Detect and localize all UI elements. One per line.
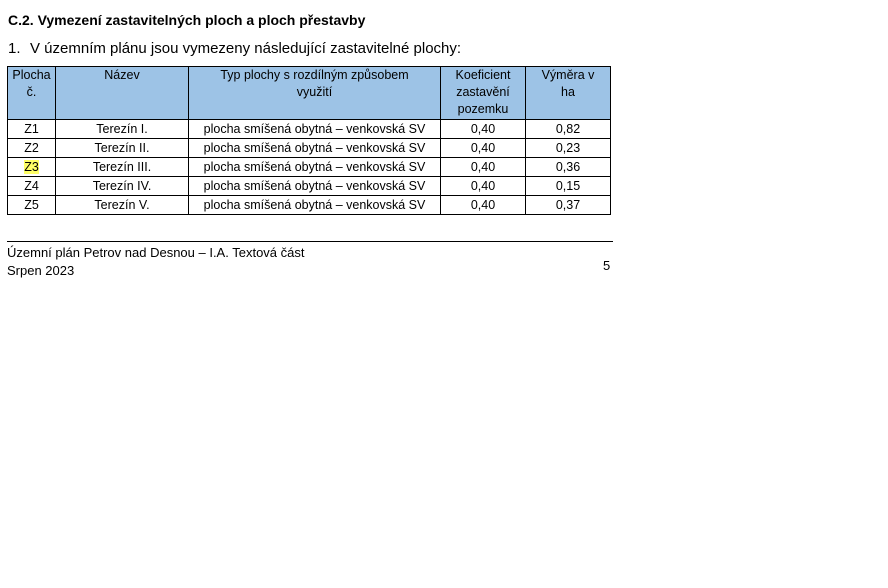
cell-zone-type: plocha smíšená obytná – venkovská SV xyxy=(188,119,441,139)
cell-zone-type: plocha smíšená obytná – venkovská SV xyxy=(188,138,441,158)
cell-zone-name: Terezín III. xyxy=(55,157,189,177)
table-row: Z5 Terezín V. plocha smíšená obytná – venk… xyxy=(7,195,611,215)
cell-zone-type: plocha smíšená obytná – venkovská SV xyxy=(188,157,441,177)
footer-title: Územní plán Petrov nad Desnou – I.A. Tex… xyxy=(7,245,305,260)
header-vymera: Výměra v ha xyxy=(525,66,611,120)
table-row: Z3 Terezín III. plocha smíšená obytná – ve… xyxy=(7,157,611,177)
paragraph-text: V územním plánu jsou vymezeny následujíc… xyxy=(30,40,462,57)
cell-area: 0,23 xyxy=(525,138,611,158)
header-typ: Typ plochy s rozdílným způsobem využití xyxy=(188,66,441,120)
cell-zone-id: Z4 xyxy=(7,176,56,196)
cell-zone-type: plocha smíšená obytná – venkovská SV xyxy=(188,176,441,196)
cell-zone-name: Terezín II. xyxy=(55,138,189,158)
table-row: Z2 Terezín II. plocha smíšená obytná – ven… xyxy=(7,138,611,158)
cell-coefficient: 0,40 xyxy=(440,138,526,158)
header-nazev: Název xyxy=(55,66,189,120)
zones-table: Plocha č. Název Typ plochy s rozdílným z… xyxy=(7,66,611,215)
list-number: 1. xyxy=(8,40,21,57)
cell-zone-id: Z3 xyxy=(7,157,56,177)
cell-zone-name: Terezín I. xyxy=(55,119,189,139)
cell-zone-id: Z1 xyxy=(7,119,56,139)
section-heading: C.2. Vymezení zastavitelných ploch a plo… xyxy=(8,12,366,28)
highlighted-text: Z3 xyxy=(24,159,39,174)
paragraph: 1. V územním plánu jsou vymezeny následuj… xyxy=(8,40,461,57)
cell-coefficient: 0,40 xyxy=(440,195,526,215)
header-koeficient: Koeficient zastavění pozemku xyxy=(440,66,526,120)
table-row: Z1 Terezín I. plocha smíšená obytná – venk… xyxy=(7,119,611,139)
cell-zone-name: Terezín V. xyxy=(55,195,189,215)
footer-divider xyxy=(7,241,613,242)
cell-area: 0,15 xyxy=(525,176,611,196)
cell-area: 0,82 xyxy=(525,119,611,139)
footer-date: Srpen 2023 xyxy=(7,263,75,278)
table-row: Z4 Terezín IV. plocha smíšená obytná – ven… xyxy=(7,176,611,196)
cell-zone-id: Z2 xyxy=(7,138,56,158)
cell-area: 0,37 xyxy=(525,195,611,215)
header-plocha: Plocha č. xyxy=(7,66,56,120)
page-number: 5 xyxy=(603,258,611,273)
cell-area: 0,36 xyxy=(525,157,611,177)
cell-zone-name: Terezín IV. xyxy=(55,176,189,196)
table-header-row: Plocha č. Název Typ plochy s rozdílným z… xyxy=(7,66,611,120)
cell-zone-id: Z5 xyxy=(7,195,56,215)
cell-zone-type: plocha smíšená obytná – venkovská SV xyxy=(188,195,441,215)
cell-coefficient: 0,40 xyxy=(440,157,526,177)
cell-coefficient: 0,40 xyxy=(440,176,526,196)
cell-coefficient: 0,40 xyxy=(440,119,526,139)
